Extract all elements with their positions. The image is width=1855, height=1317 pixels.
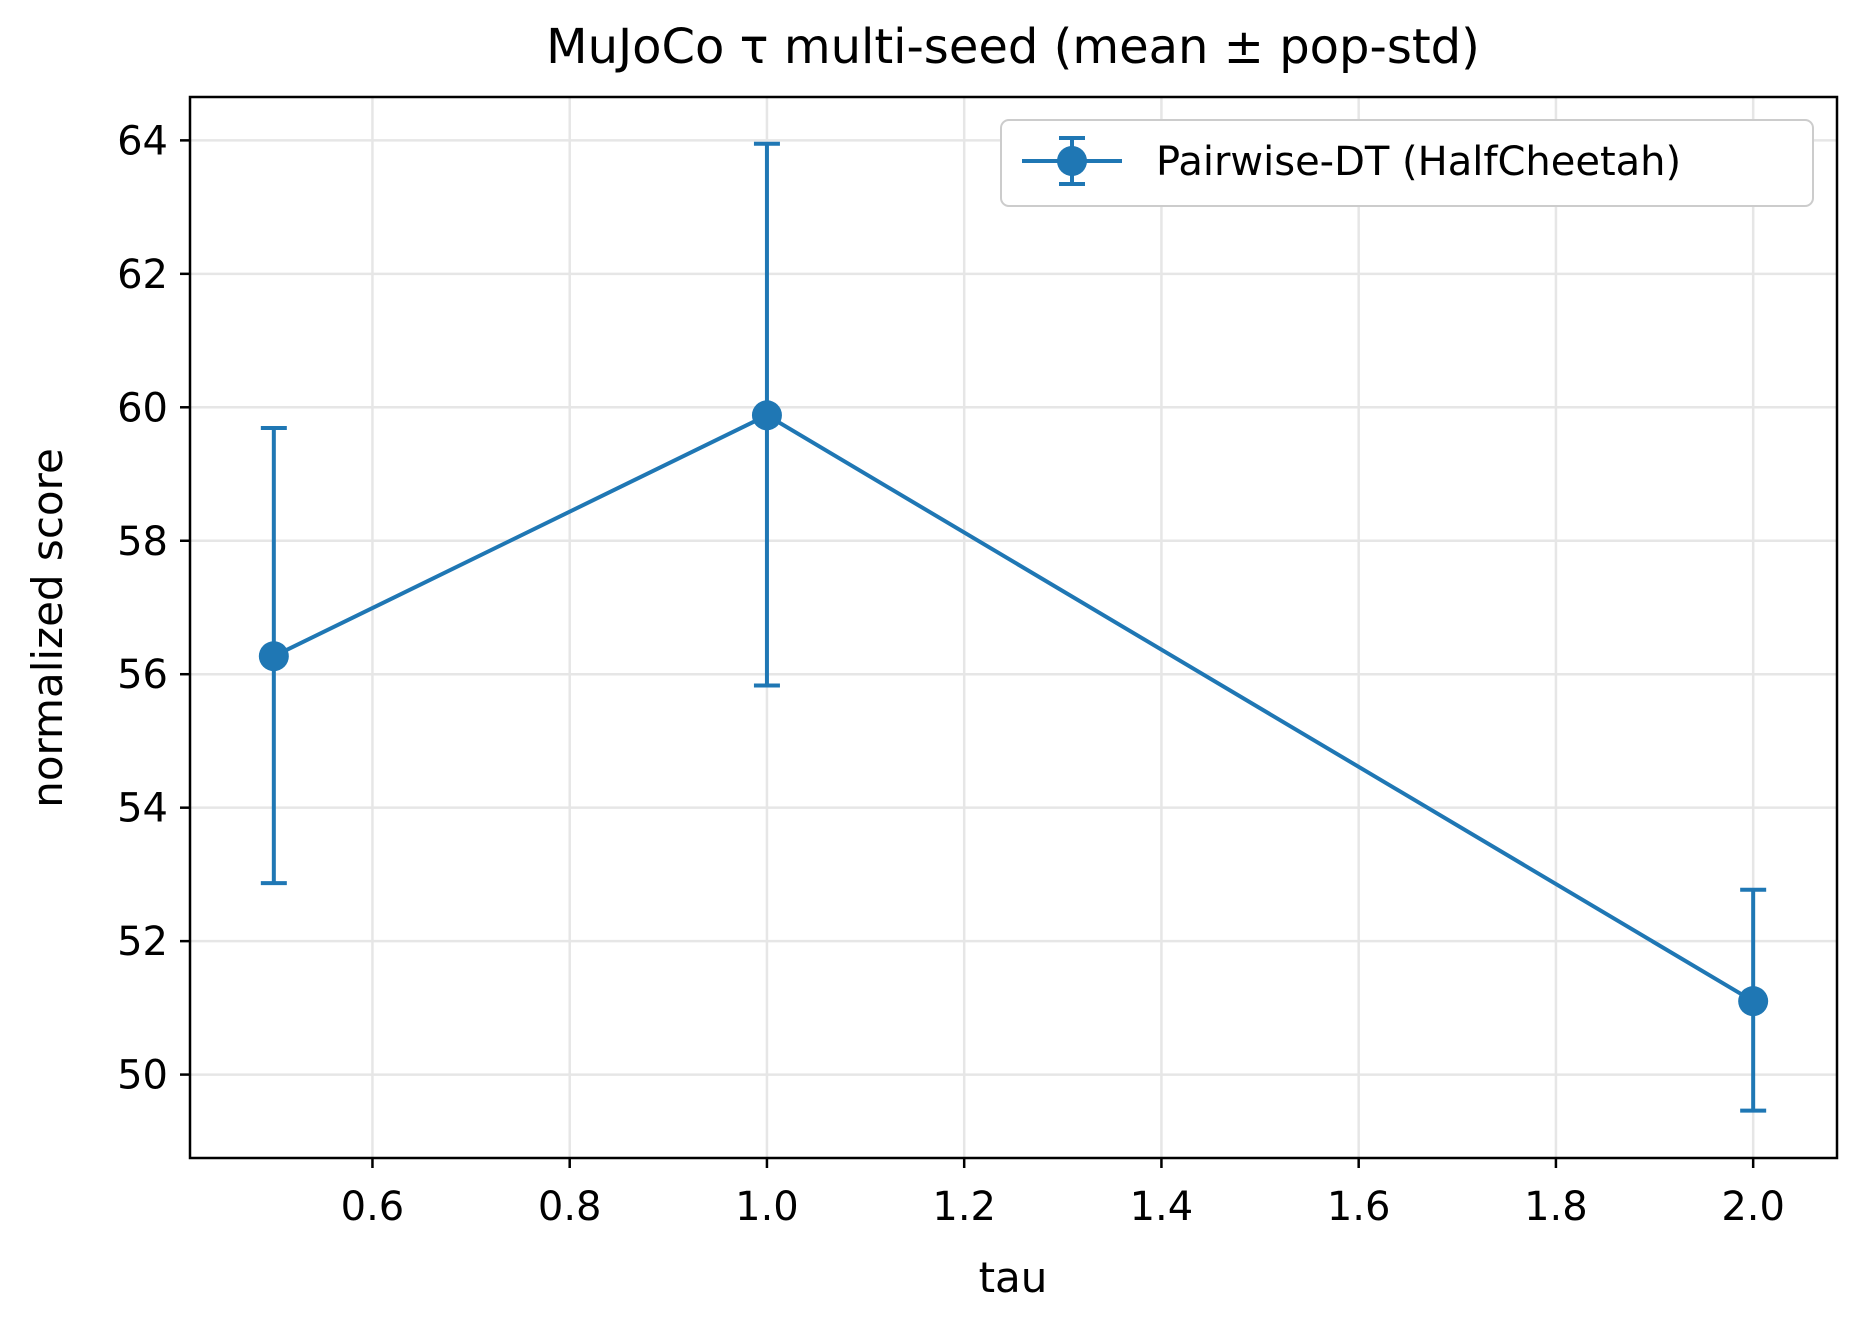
series-layer	[258, 141, 1769, 1113]
x-tick-label: 0.8	[538, 1184, 602, 1230]
data-point	[258, 641, 289, 672]
y-tick-label: 58	[117, 519, 168, 565]
y-axis-label: normalized score	[23, 448, 72, 808]
legend-marker	[1057, 146, 1087, 176]
y-tick-label: 62	[117, 252, 168, 298]
y-tick-label: 54	[117, 786, 168, 832]
legend: Pairwise-DT (HalfCheetah)	[1000, 119, 1814, 207]
legend-label: Pairwise-DT (HalfCheetah)	[1156, 139, 1681, 185]
y-tick-label: 60	[117, 385, 168, 431]
x-tick-label: 0.6	[341, 1184, 405, 1230]
x-tick-label: 1.0	[735, 1184, 799, 1230]
chart-title: MuJoCo τ multi-seed (mean ± pop-std)	[546, 19, 1480, 75]
y-tick-label: 56	[117, 652, 168, 698]
x-tick-label: 1.6	[1327, 1184, 1391, 1230]
y-tick-label: 50	[117, 1053, 168, 1099]
axis-ticks: 0.6 0.8 1.0 1.2 1.4 1.6 1.8 2.0 50 52 54 56 58 60 62 64	[117, 118, 1785, 1230]
x-tick-label: 1.4	[1130, 1184, 1194, 1230]
x-tick-label: 1.8	[1524, 1184, 1588, 1230]
y-tick-label: 64	[117, 118, 168, 164]
plot-frame	[188, 95, 1839, 1160]
legend-box	[1000, 119, 1814, 207]
x-tick-label: 1.2	[932, 1184, 996, 1230]
x-axis-label: tau	[979, 1253, 1048, 1302]
data-point	[1738, 986, 1769, 1017]
data-point	[751, 400, 782, 431]
y-tick-label: 52	[117, 919, 168, 965]
x-tick-label: 2.0	[1721, 1184, 1785, 1230]
